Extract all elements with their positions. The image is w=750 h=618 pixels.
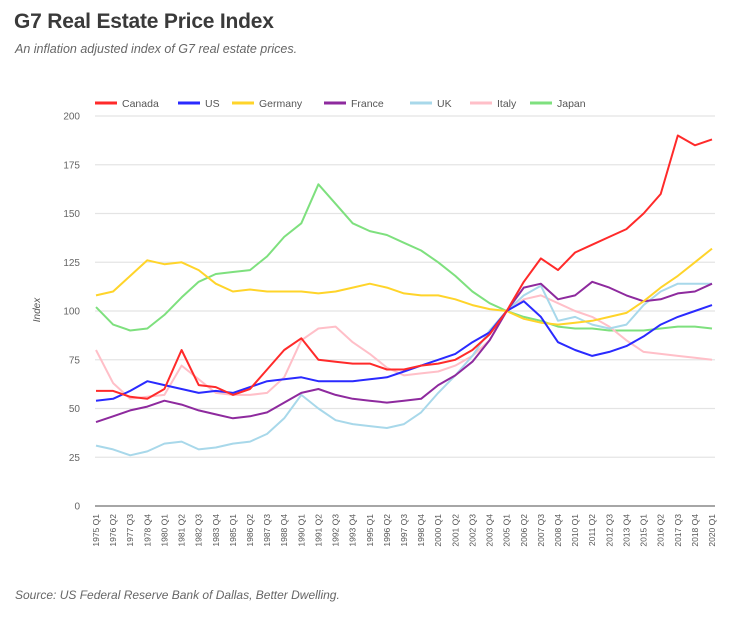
y-tick-label: 125 xyxy=(63,258,80,269)
y-axis-ticks: 0 25 50 75 100 125 150 175 200 xyxy=(63,112,80,513)
x-tick-label: 2020 Q1 xyxy=(707,514,717,547)
series-line-canada xyxy=(96,134,713,400)
x-tick-label: 2013 Q4 xyxy=(621,514,631,547)
x-tick-label: 1978 Q4 xyxy=(142,514,152,547)
x-tick-label: 2017 Q3 xyxy=(673,514,683,547)
legend-label: Japan xyxy=(557,98,586,110)
x-tick-label: 1988 Q4 xyxy=(279,514,289,547)
x-tick-label: 1977 Q3 xyxy=(125,514,135,547)
y-tick-label: 0 xyxy=(74,502,80,513)
y-tick-label: 25 xyxy=(69,453,81,464)
series-lines xyxy=(95,134,713,457)
x-tick-label: 1997 Q3 xyxy=(399,514,409,547)
legend-item-italy[interactable]: Italy xyxy=(470,98,517,110)
legend-label: Canada xyxy=(122,98,159,110)
y-tick-label: 150 xyxy=(63,209,80,220)
x-tick-label: 1996 Q2 xyxy=(382,514,392,547)
x-tick-label: 2005 Q1 xyxy=(502,514,512,547)
y-tick-label: 175 xyxy=(63,160,80,171)
x-tick-label: 1986 Q2 xyxy=(245,514,255,547)
x-tick-label: 1976 Q2 xyxy=(108,514,118,547)
y-tick-label: 50 xyxy=(69,404,81,415)
x-tick-label: 1993 Q4 xyxy=(348,514,358,547)
series-line-italy xyxy=(95,294,713,400)
x-tick-label: 2018 Q4 xyxy=(690,514,700,547)
chart-subtitle: An inflation adjusted index of G7 real e… xyxy=(15,42,298,56)
series-line-us xyxy=(95,300,713,402)
chart-title: G7 Real Estate Price Index xyxy=(14,10,274,33)
legend-item-canada[interactable]: Canada xyxy=(95,98,159,110)
y-tick-label: 100 xyxy=(63,307,80,318)
legend-label: Italy xyxy=(497,98,517,110)
x-tick-label: 1975 Q1 xyxy=(91,514,101,547)
x-tick-label: 1980 Q1 xyxy=(159,514,169,547)
x-tick-label: 1998 Q4 xyxy=(416,514,426,547)
x-tick-label: 2010 Q1 xyxy=(570,514,580,547)
x-tick-label: 1987 Q3 xyxy=(262,514,272,547)
x-tick-label: 1991 Q2 xyxy=(313,514,323,547)
series-line-uk xyxy=(95,282,712,457)
legend-item-uk[interactable]: UK xyxy=(410,98,452,110)
x-axis-ticks: 1975 Q1 1976 Q2 1977 Q3 1978 Q4 1980 Q1 1981 … xyxy=(91,514,717,547)
y-axis-label: Index xyxy=(32,297,43,322)
series-line-japan xyxy=(95,183,713,332)
x-tick-label: 2007 Q3 xyxy=(536,514,546,547)
x-tick-label: 2003 Q4 xyxy=(485,514,495,547)
x-tick-label: 2001 Q2 xyxy=(450,514,460,547)
gridlines xyxy=(95,115,715,458)
x-tick-label: 2002 Q3 xyxy=(467,514,477,547)
legend-label: Germany xyxy=(259,98,303,110)
legend-label: France xyxy=(351,98,384,110)
x-tick-label: 2000 Q1 xyxy=(433,514,443,547)
x-tick-label: 2011 Q2 xyxy=(587,514,597,546)
x-tick-label: 2006 Q2 xyxy=(519,514,529,547)
series-line-germany xyxy=(95,247,713,326)
y-tick-label: 75 xyxy=(69,355,81,366)
x-tick-label: 2015 Q1 xyxy=(639,514,649,547)
legend-item-japan[interactable]: Japan xyxy=(530,98,586,110)
legend-item-france[interactable]: France xyxy=(324,98,384,110)
x-tick-label: 1982 Q3 xyxy=(194,514,204,547)
x-tick-label: 2008 Q4 xyxy=(553,514,563,547)
x-tick-label: 2016 Q2 xyxy=(656,514,666,547)
y-tick-label: 200 xyxy=(63,112,80,123)
source-note: Source: US Federal Reserve Bank of Dalla… xyxy=(15,588,340,602)
x-tick-label: 2012 Q3 xyxy=(604,514,614,547)
legend: Canada US Germany France UK Italy Japan xyxy=(95,98,586,110)
x-tick-label: 1985 Q1 xyxy=(228,514,238,547)
legend-label: US xyxy=(205,98,220,110)
legend-item-us[interactable]: US xyxy=(178,98,220,110)
legend-label: UK xyxy=(437,98,452,110)
x-tick-label: 1981 Q2 xyxy=(177,514,187,547)
x-tick-label: 1990 Q1 xyxy=(296,514,306,547)
series-line-france xyxy=(95,280,713,424)
x-tick-label: 1992 Q3 xyxy=(331,514,341,547)
x-tick-label: 1995 Q1 xyxy=(365,514,375,547)
x-tick-label: 1983 Q4 xyxy=(211,514,221,547)
legend-item-germany[interactable]: Germany xyxy=(232,98,303,110)
